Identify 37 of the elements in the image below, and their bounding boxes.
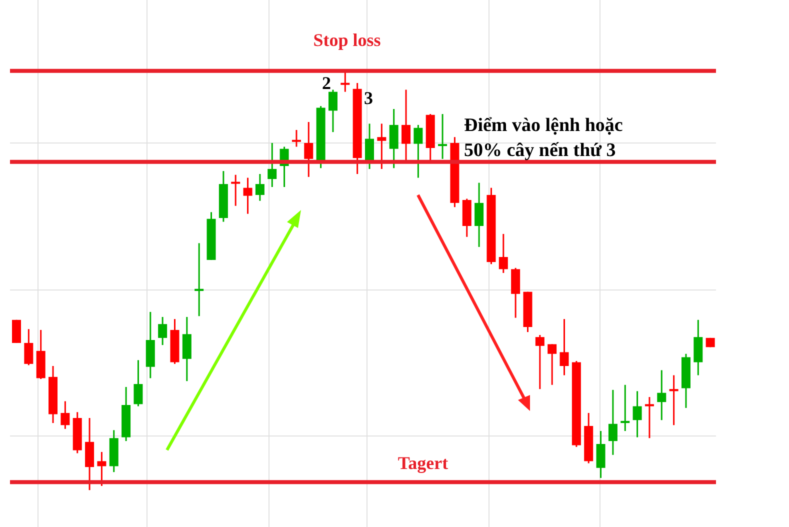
candlestick <box>194 242 204 317</box>
candlestick <box>255 173 264 202</box>
candlestick <box>644 396 654 439</box>
candlestick <box>620 384 630 432</box>
candlestick <box>498 233 508 274</box>
candlestick <box>414 124 423 179</box>
candlestick <box>292 129 301 148</box>
candlestick <box>365 122 374 170</box>
candlestick <box>231 174 240 207</box>
candlestick <box>243 177 252 215</box>
candlestick <box>535 334 544 390</box>
candlestick <box>268 142 277 188</box>
candlestick <box>60 400 70 430</box>
candlestick <box>12 319 21 344</box>
annotation: 3 <box>364 88 373 109</box>
candlestick <box>328 88 338 133</box>
candlestick <box>560 318 569 376</box>
candlestick <box>134 359 143 408</box>
candlestick <box>340 70 350 93</box>
candlestick <box>377 122 386 170</box>
candlestick <box>669 374 678 426</box>
ref-line-label: Stop loss <box>312 29 382 52</box>
candlestick <box>657 369 666 421</box>
candlestick <box>304 121 314 178</box>
candlestick <box>438 113 448 160</box>
ref-line-label: Điểm vào lệnh hoặc 50% cây nến thứ 3 <box>464 114 624 163</box>
candlestick <box>24 328 34 366</box>
candlestick <box>632 390 642 438</box>
candlestick <box>548 343 557 386</box>
candlestick <box>389 108 398 169</box>
candlestick <box>97 451 106 487</box>
candlestick <box>608 389 618 456</box>
ref-line-label: Tagert <box>396 452 450 475</box>
annotation: 2 <box>322 73 331 94</box>
candlestick <box>596 430 606 479</box>
candlestick <box>158 316 168 346</box>
candlestick <box>474 182 484 248</box>
